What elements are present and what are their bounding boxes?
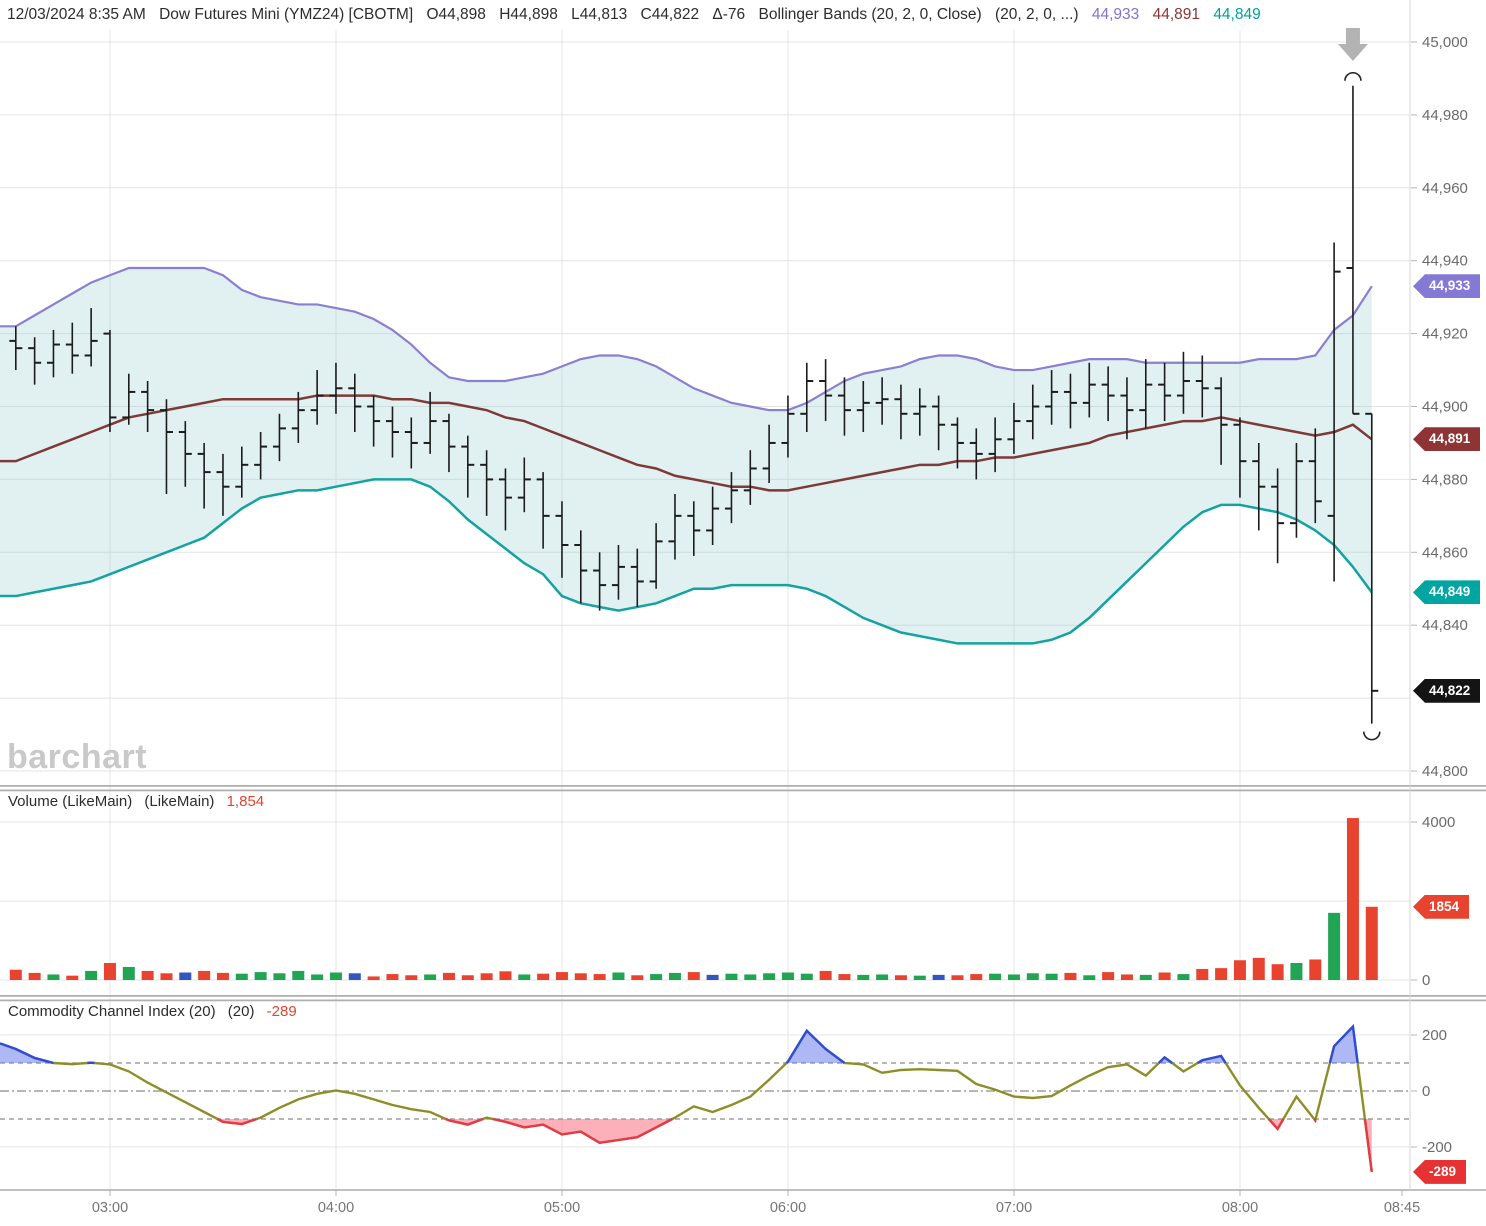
high-arc-marker: [1344, 72, 1362, 81]
y-axis-label: 44,840: [1422, 617, 1468, 634]
y-axis-label: 44,880: [1422, 471, 1468, 488]
header-close: C44,822: [640, 6, 700, 23]
x-axis-label: 07:00: [996, 1200, 1032, 1216]
bb-upper-line: [0, 266, 1373, 412]
volume-last-value: 1,854: [226, 793, 265, 810]
down-arrow-icon: [1337, 28, 1368, 61]
volume-study-label-2[interactable]: (LikeMain): [144, 793, 215, 810]
cci-axis-badge: -289: [1413, 1159, 1467, 1184]
cci-study-label-2[interactable]: (20): [227, 1003, 255, 1020]
cci-line: [0, 1023, 1373, 1173]
cci-plot: [0, 1023, 1373, 1173]
x-axis-label: 06:00: [770, 1200, 806, 1216]
y-axis-label: 0: [1422, 972, 1430, 989]
bb-middle-line: [0, 394, 1373, 492]
bb-lower-line: [0, 478, 1373, 645]
y-axis-label: -200: [1422, 1139, 1452, 1156]
header-bb-middle-value: 44,891: [1152, 6, 1200, 23]
price-axis-badge: 44,933: [1413, 274, 1481, 299]
y-axis-label: 45,000: [1422, 34, 1468, 51]
chart-header: 12/03/2024 8:35 AM Dow Futures Mini (YMZ…: [7, 6, 1270, 24]
volume-pane-header: Volume (LikeMain) (LikeMain) 1,854: [8, 793, 272, 810]
y-axis-label: 44,960: [1422, 180, 1468, 197]
header-low: L44,813: [571, 6, 628, 23]
header-study-label[interactable]: Bollinger Bands (20, 2, 0, Close): [758, 6, 982, 23]
y-axis-label: 44,980: [1422, 107, 1468, 124]
header-bb-upper-value: 44,933: [1091, 6, 1140, 23]
header-symbol[interactable]: Dow Futures Mini (YMZ24) [CBOTM]: [159, 6, 414, 23]
low-arc-marker: [1362, 731, 1381, 741]
header-high: H44,898: [499, 6, 558, 23]
header-open: O44,898: [426, 6, 486, 23]
y-axis-label: 4000: [1422, 814, 1455, 831]
header-bb-lower-value: 44,849: [1213, 6, 1261, 23]
header-change: Δ-76: [712, 6, 746, 23]
cci-last-value: -289: [266, 1003, 297, 1020]
y-axis-label: 200: [1422, 1027, 1447, 1044]
x-axis-end-label: 08:45: [1384, 1200, 1420, 1216]
volume-study-label[interactable]: Volume (LikeMain): [8, 793, 133, 810]
volume-bars: [9, 818, 1378, 980]
x-axis-label: 05:00: [544, 1200, 580, 1216]
bollinger-bands: [0, 266, 1373, 645]
x-axis-label: 04:00: [318, 1200, 354, 1216]
x-axis-label: 08:00: [1222, 1200, 1258, 1216]
y-axis-label: 44,900: [1422, 399, 1468, 416]
y-axis-label: 44,800: [1422, 763, 1468, 780]
ohlc-bars: [9, 85, 1379, 724]
y-axis-label: 0: [1422, 1083, 1430, 1100]
barchart-logo: barchart: [7, 738, 148, 776]
x-axis-label: 03:00: [92, 1200, 128, 1216]
price-axis-badge: 44,849: [1413, 580, 1481, 605]
header-datetime: 12/03/2024 8:35 AM: [7, 6, 146, 23]
bar-markers: [1337, 28, 1381, 741]
axis-labels: 45,000 44,980 44,960 44,940 44,920 44,900 44,8…: [92, 34, 1468, 1216]
cci-pane-header: Commodity Channel Index (20) (20) -289: [8, 1003, 305, 1020]
cci-study-label[interactable]: Commodity Channel Index (20): [8, 1003, 216, 1020]
price-axis-badge: 44,822: [1413, 678, 1481, 703]
y-axis-label: 44,920: [1422, 326, 1468, 343]
price-axis-badge: 44,891: [1413, 427, 1481, 452]
volume-axis-badge: 1854: [1413, 894, 1470, 919]
y-axis-label: 44,860: [1422, 544, 1468, 561]
y-axis-label: 44,940: [1422, 253, 1468, 270]
header-study-label-2[interactable]: (20, 2, 0, ...): [994, 6, 1079, 23]
pane-dividers[interactable]: [0, 0, 1486, 1191]
